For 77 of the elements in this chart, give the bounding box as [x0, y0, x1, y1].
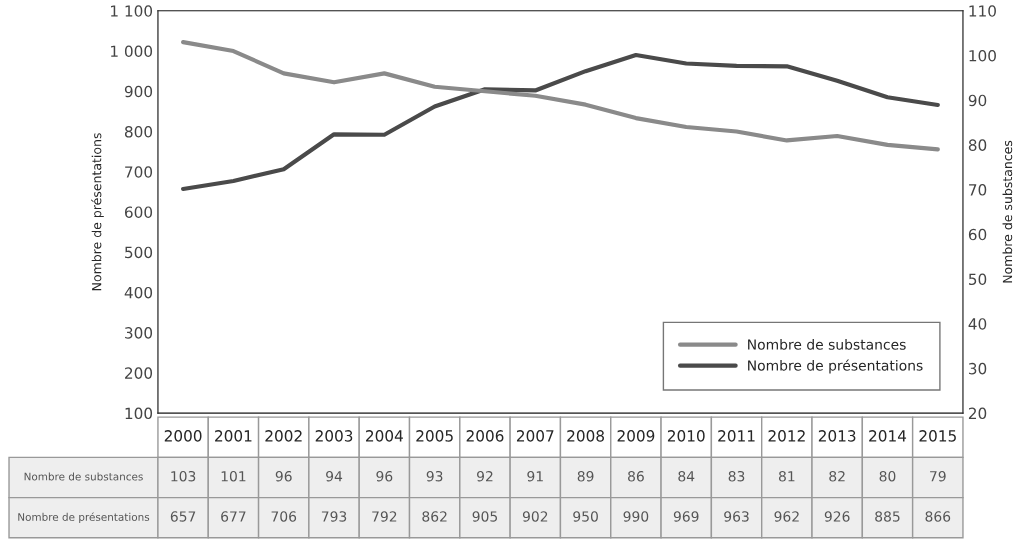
- y-tick-label: 600: [124, 206, 153, 218]
- data-label: 677: [221, 511, 246, 522]
- data-label: 101: [221, 470, 246, 482]
- y2-tick-label: 100: [969, 49, 996, 62]
- y-tick-label: 1 100: [111, 5, 153, 17]
- data-label: 80: [879, 470, 896, 482]
- data-label: 969: [673, 511, 699, 522]
- y2-tick-label: 70: [969, 184, 987, 196]
- line-series: [181, 52, 940, 192]
- y2-tick-label: 20: [968, 407, 987, 420]
- data-label: 706: [271, 511, 297, 522]
- data-label: 862: [422, 511, 447, 522]
- data-label: 950: [573, 511, 598, 522]
- x-tick-label: 2015: [919, 430, 956, 442]
- x-tick-label: 2003: [315, 430, 353, 442]
- x-tick-label: 2009: [617, 430, 655, 442]
- data-label: 83: [728, 470, 745, 482]
- x-tick-label: 2004: [366, 430, 403, 442]
- y-tick-label: 400: [124, 286, 153, 299]
- y2-tick-label: 30: [968, 362, 987, 375]
- data-label: 905: [472, 511, 498, 522]
- data-label: 962: [774, 511, 799, 522]
- data-label: 902: [522, 511, 548, 522]
- y-tick-label: 900: [124, 85, 153, 98]
- data-label: 990: [623, 511, 649, 522]
- x-tick-label: 2011: [718, 430, 755, 442]
- x-tick-label: 2007: [516, 430, 554, 442]
- line-series: [181, 40, 940, 152]
- data-label: 84: [678, 470, 695, 482]
- x-tick-label: 2012: [768, 430, 805, 442]
- data-label: 96: [275, 470, 292, 482]
- x-tick-label: 2002: [265, 430, 302, 442]
- data-label: 86: [628, 470, 644, 482]
- data-label: 89: [577, 470, 594, 482]
- legend-label: Nombre de substances: [748, 339, 906, 350]
- data-label: 79: [930, 470, 946, 482]
- x-tick-label: 2008: [567, 430, 604, 442]
- data-label: 866: [925, 511, 951, 522]
- y2-tick-label: 80: [968, 139, 987, 151]
- data-label: 792: [372, 511, 397, 522]
- x-tick-label: 2010: [667, 430, 705, 442]
- data-label: 82: [829, 470, 845, 482]
- y2-axis-title: Nombre de substances: [1002, 140, 1013, 283]
- x-tick-label: 2005: [416, 430, 453, 442]
- y2-tick-label: 60: [968, 228, 987, 241]
- y-tick-label: 300: [125, 327, 153, 339]
- data-label: 103: [171, 470, 196, 482]
- x-tick-label: 2001: [215, 430, 252, 442]
- y-tick-label: 100: [125, 407, 153, 420]
- data-label: 96: [376, 470, 393, 482]
- x-tick-label: 2000: [164, 430, 202, 442]
- data-label: 91: [527, 470, 543, 482]
- data-label: 926: [824, 511, 850, 522]
- data-label: 93: [426, 470, 443, 482]
- y-tick-label: 200: [125, 367, 153, 379]
- data-label: 885: [875, 511, 900, 522]
- y-tick-label: 700: [125, 166, 153, 178]
- y-tick-label: 500: [125, 246, 153, 259]
- data-label: 94: [326, 470, 343, 482]
- y2-tick-label: 50: [969, 273, 987, 286]
- data-label: 793: [321, 511, 347, 522]
- text: Nombre de présentations: [18, 512, 150, 523]
- legend-label: Nombre de présentations: [748, 359, 923, 374]
- data-label: 81: [778, 470, 795, 482]
- x-tick-label: 2006: [466, 430, 504, 442]
- y-axis-title: Nombre de présentations: [91, 133, 104, 291]
- y-tick-label: 800: [124, 125, 153, 138]
- y2-tick-label: 40: [968, 318, 987, 330]
- x-tick-label: 2013: [818, 430, 856, 442]
- y2-tick-label: 90: [968, 94, 987, 107]
- y-tick-label: 1 000: [111, 45, 153, 58]
- y2-tick-label: 110: [969, 5, 996, 17]
- text: Nombre de substances: [24, 472, 143, 481]
- data-label: 963: [724, 511, 749, 522]
- x-tick-label: 2014: [869, 430, 907, 442]
- data-label: 657: [170, 511, 196, 522]
- data-label: 92: [477, 470, 493, 482]
